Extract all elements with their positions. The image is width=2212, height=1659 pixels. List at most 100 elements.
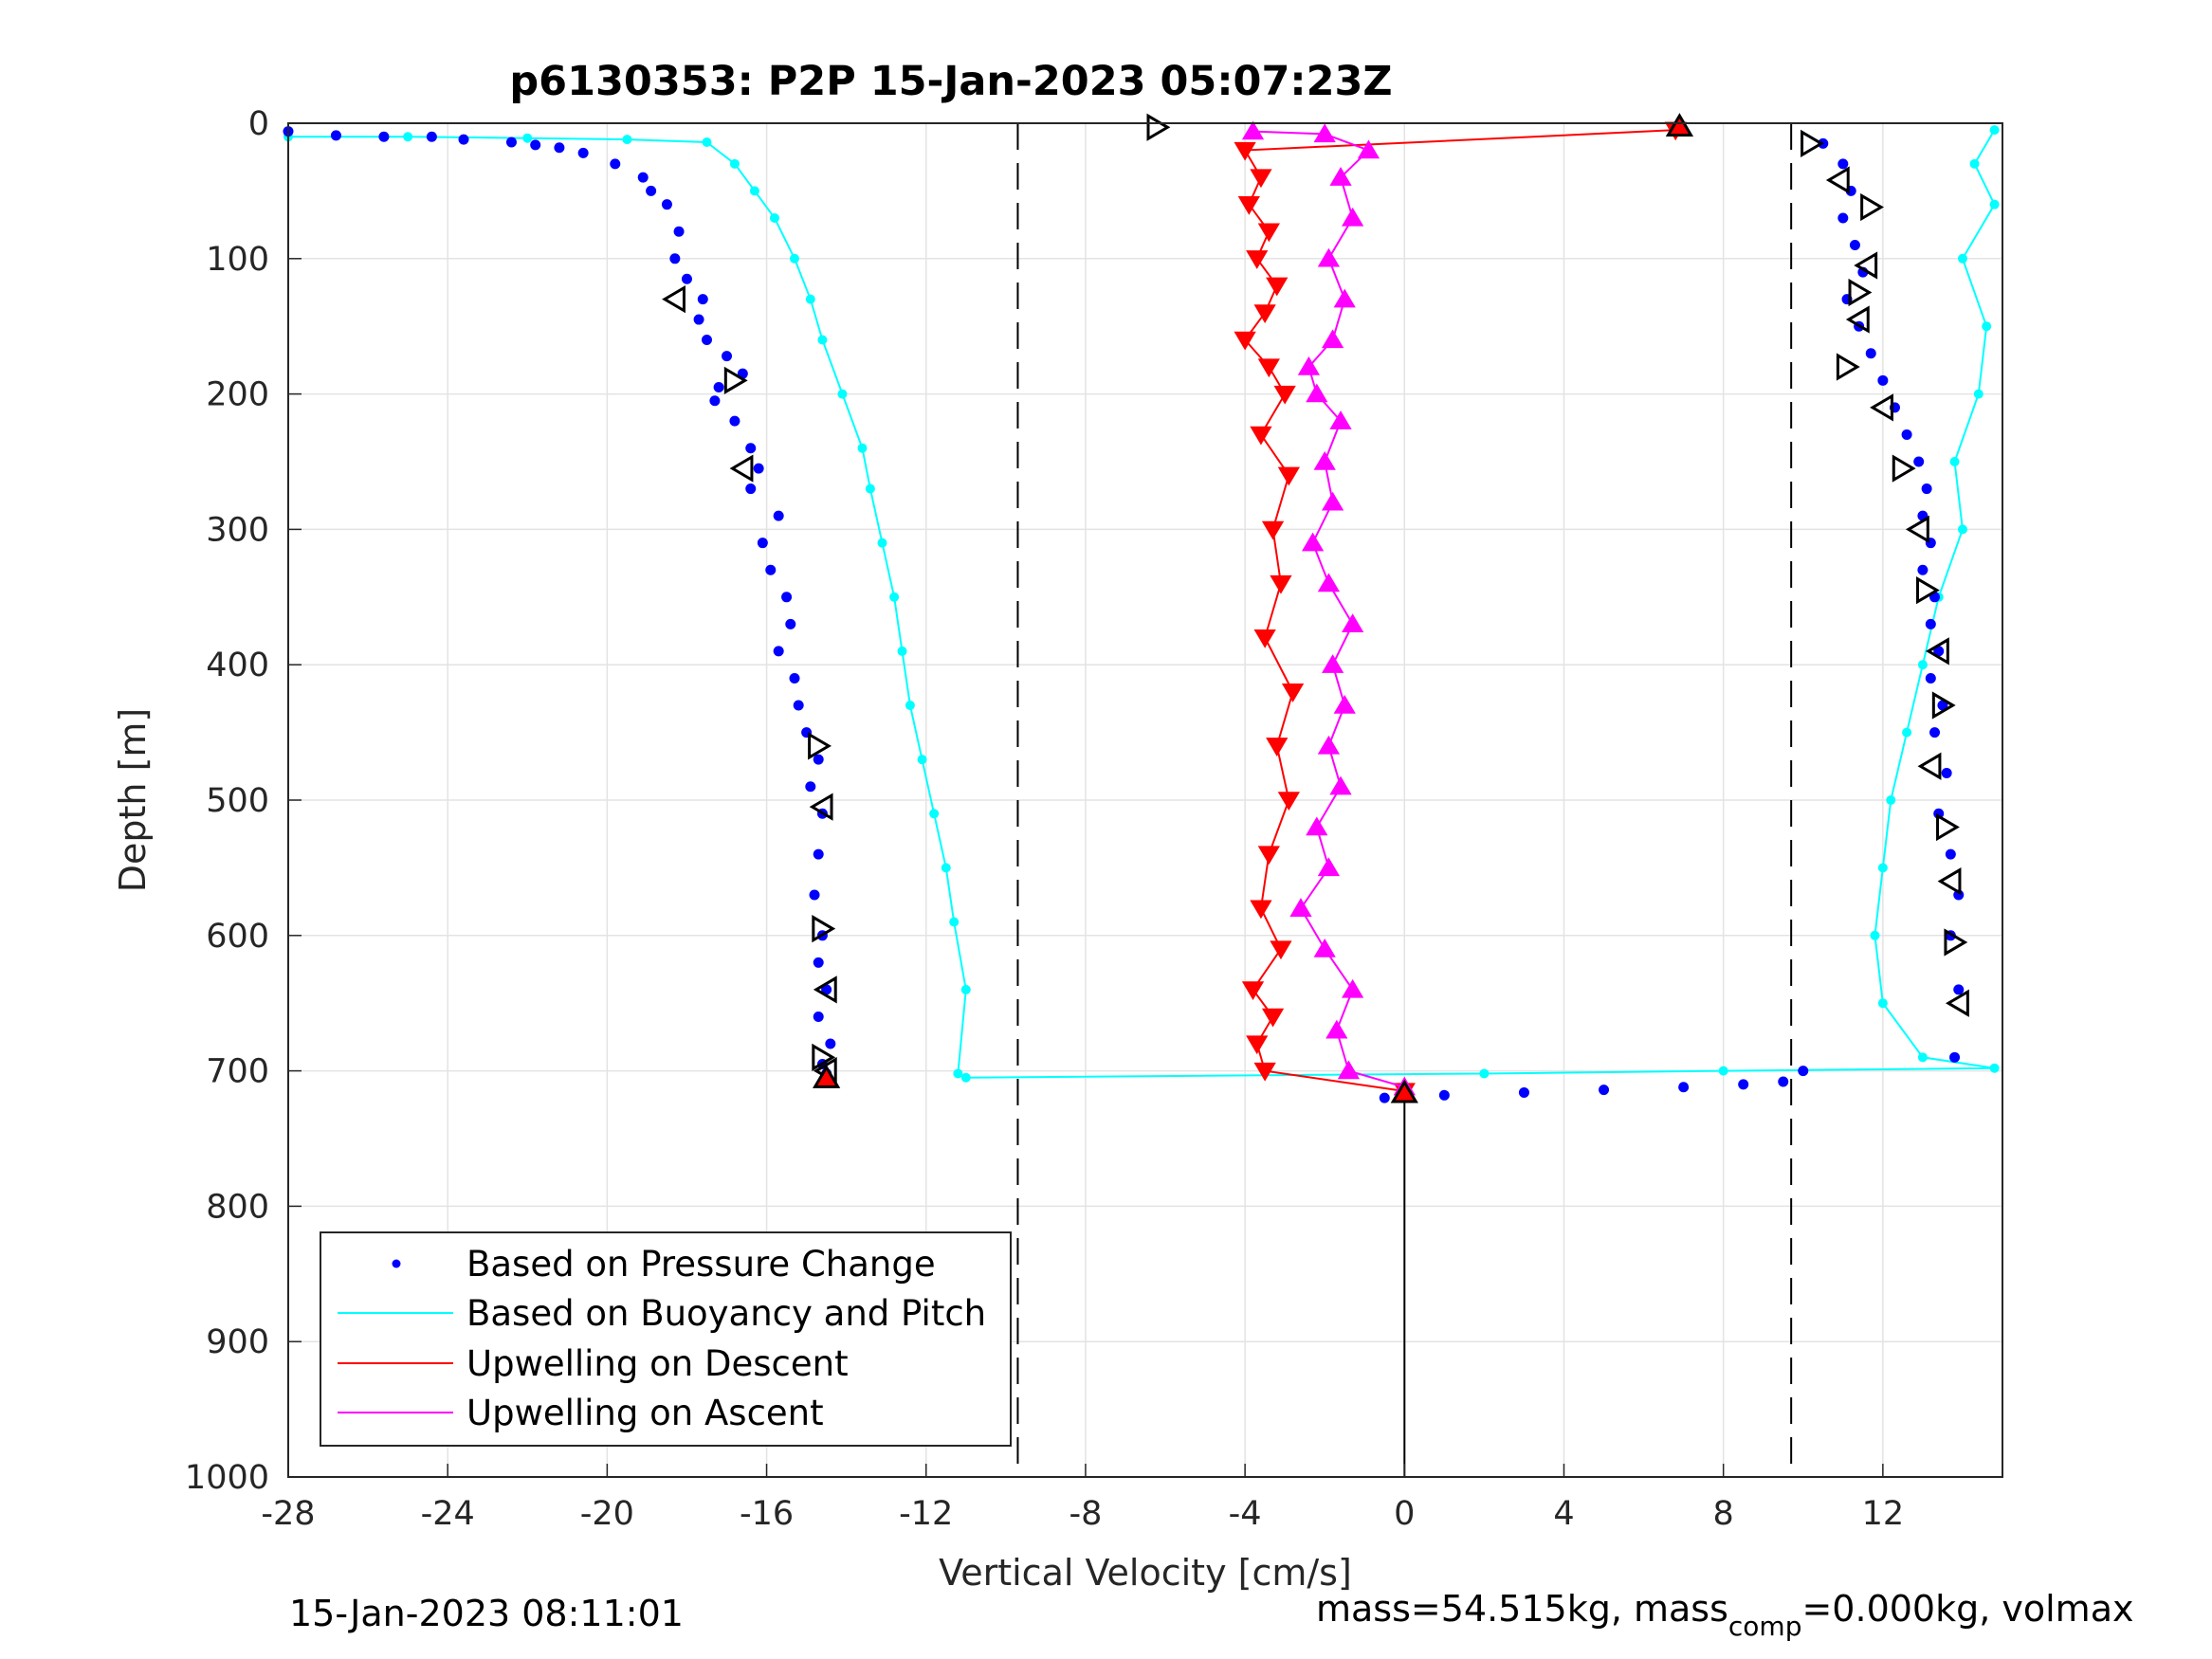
pressure-point	[809, 889, 820, 901]
buoyancy-point	[889, 592, 900, 602]
pressure-point	[1925, 672, 1936, 684]
upwelling-descent-point	[1266, 738, 1289, 757]
buoyancy-point	[1870, 930, 1880, 940]
upwelling-descent-point	[1266, 277, 1289, 297]
upwelling-ascent-point	[1317, 857, 1341, 877]
pressure-point	[637, 172, 649, 183]
pressure-point	[709, 395, 721, 407]
x-tick-label: 0	[1394, 1495, 1415, 1533]
pressure-point	[1937, 700, 1948, 711]
buoyancy-point	[1982, 321, 1992, 332]
pressure-point	[813, 1011, 824, 1022]
pressure-point	[813, 754, 824, 765]
buoyancy-point	[1877, 863, 1888, 873]
ascent-open-triangle	[1836, 353, 1860, 381]
pressure-point	[1678, 1082, 1690, 1093]
pressure-point	[1941, 767, 1952, 778]
pressure-point	[773, 510, 784, 521]
buoyancy-point	[929, 809, 940, 819]
upwelling-descent-point	[1250, 426, 1272, 446]
buoyancy-point	[1957, 253, 1967, 264]
descent-open-triangle	[1146, 113, 1171, 141]
pressure-point	[610, 158, 621, 170]
descent-open-triangle	[812, 915, 836, 943]
y-tick-label: 100	[206, 241, 269, 279]
pressure-point	[1917, 564, 1929, 575]
buoyancy-point	[1957, 524, 1967, 535]
upwelling-descent-point	[1234, 141, 1256, 161]
upwelling-descent-point	[1281, 684, 1305, 702]
buoyancy-point	[1917, 660, 1928, 670]
x-tick-label: -8	[1069, 1495, 1102, 1533]
upwelling-descent-point	[1270, 940, 1292, 960]
buoyancy-point	[857, 443, 868, 453]
ascent-open-triangle	[1905, 515, 1929, 544]
upwelling-ascent-point	[1321, 654, 1344, 673]
upwelling-ascent-point	[1321, 329, 1344, 349]
pressure-point	[789, 672, 800, 684]
pressure-point	[1379, 1092, 1390, 1103]
buoyancy-point	[865, 483, 875, 494]
pressure-point	[681, 273, 692, 284]
legend-label-descent: Upwelling on Descent	[466, 1343, 849, 1384]
upwelling-ascent-point	[1329, 410, 1352, 429]
buoyancy-point	[917, 755, 927, 765]
descent-open-triangle	[808, 732, 832, 760]
footer-mass-part1: mass=54.515kg, mass	[1316, 1588, 1728, 1630]
ascent-open-triangle	[1854, 251, 1878, 280]
pressure-point	[781, 592, 793, 603]
x-tick-label: 8	[1713, 1495, 1734, 1533]
upwelling-ascent-point	[1317, 735, 1341, 755]
descent-open-triangle	[812, 1043, 836, 1071]
buoyancy-point	[702, 137, 712, 147]
legend-label-pressure: Based on Pressure Change	[466, 1244, 936, 1285]
y-tick-label: 1000	[185, 1459, 269, 1497]
upwelling-ascent-point	[1329, 167, 1352, 186]
descent-open-triangle	[813, 975, 837, 1004]
upwelling-descent-point	[1261, 1008, 1285, 1028]
buoyancy-point	[960, 984, 971, 994]
pressure-point	[701, 334, 712, 345]
upwelling-ascent-point	[1317, 573, 1341, 592]
pressure-point	[1849, 240, 1860, 251]
buoyancy-point	[1969, 158, 1980, 169]
x-tick-label: -12	[899, 1495, 953, 1533]
buoyancy-point	[789, 253, 799, 264]
pressure-point	[1738, 1079, 1749, 1090]
ascent-open-triangle	[1801, 129, 1824, 158]
upwelling-descent-point	[1257, 846, 1280, 866]
pressure-point	[753, 463, 764, 474]
pressure-point	[697, 294, 708, 305]
upwelling-ascent-point	[1313, 450, 1336, 470]
buoyancy-point	[769, 212, 779, 223]
ascent-open-triangle	[1825, 166, 1850, 194]
pressure-point	[673, 226, 685, 237]
x-tick-labels: -28 -24 -20 -16 -12 -8 -4 0 4 8 12	[261, 1495, 1904, 1533]
red-filled-triangle	[813, 1064, 841, 1088]
pressure-point	[1877, 374, 1889, 386]
upwelling-ascent-point	[1357, 139, 1380, 159]
pressure-point	[1953, 889, 1965, 901]
upwelling-ascent-line	[1252, 130, 1405, 1088]
buoyancy-point	[1718, 1066, 1728, 1076]
x-tick-label: -4	[1229, 1495, 1262, 1533]
ascent-open-triangle	[1936, 812, 1960, 842]
upwelling-descent-point	[1253, 1062, 1276, 1082]
pressure-point	[722, 351, 733, 362]
footer-mass-part2: =0.000kg, volmax	[1801, 1588, 2133, 1630]
ascent-open-triangle	[1931, 691, 1956, 720]
y-tick-label: 500	[206, 782, 269, 820]
buoyancy-point	[805, 294, 815, 304]
ascent-open-triangle	[1937, 867, 1962, 896]
upwelling-ascent-point	[1329, 775, 1352, 795]
buoyancy-point	[1989, 199, 2000, 210]
pressure-point	[554, 142, 565, 154]
axes-box	[287, 122, 2003, 1478]
buoyancy-point	[897, 646, 907, 656]
x-tick-label: 12	[1862, 1495, 1905, 1533]
ascent-open-triangle	[1916, 576, 1940, 605]
buoyancy-line-ascent	[965, 129, 1996, 1079]
legend-box	[320, 1231, 1012, 1447]
ascent-open-triangle	[1925, 637, 1949, 665]
pressure-point	[1837, 212, 1849, 224]
